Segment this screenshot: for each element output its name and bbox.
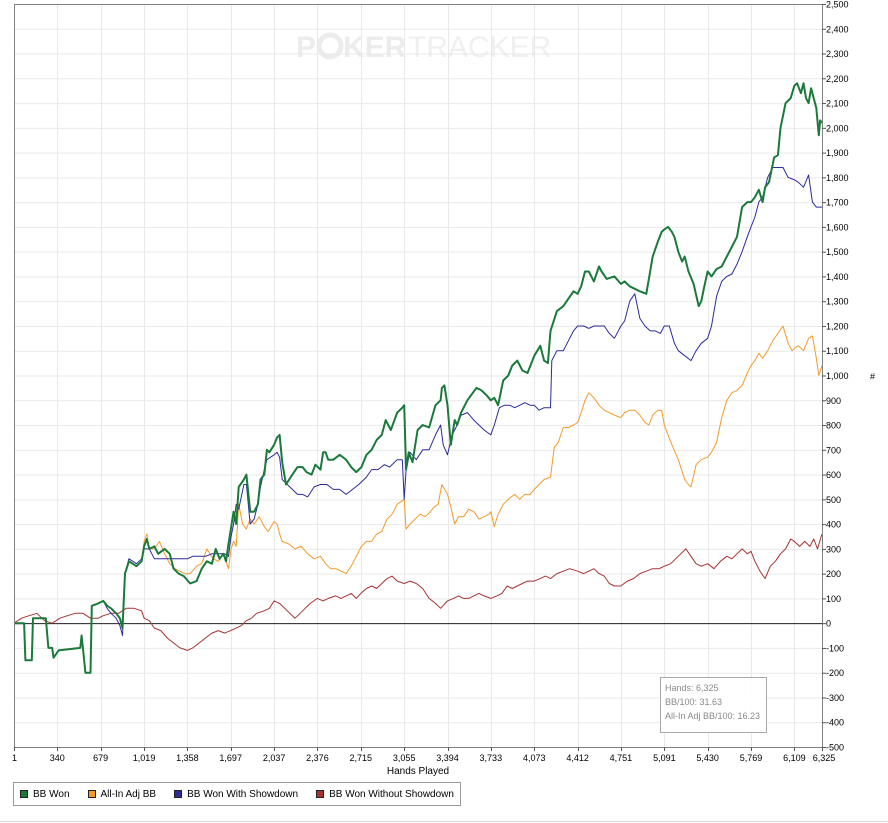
x-tick-label: 5,769	[740, 753, 763, 763]
y-tick-label: 500	[826, 495, 841, 505]
axes: -500 -400 -300 -200 -100 0 100 200 300 400 500 600 7…	[12, 0, 849, 763]
y-tick-label: 2,100	[826, 99, 849, 109]
bottom-divider	[0, 821, 888, 822]
x-tick-label: 340	[50, 753, 65, 763]
x-tick-label: 6,325	[813, 753, 836, 763]
y-tick-label: 2,200	[826, 74, 849, 84]
y-tick-label: -300	[826, 693, 844, 703]
x-tick-label: 2,376	[306, 753, 329, 763]
legend-item: BB Won With Showdown	[174, 789, 298, 800]
legend-label: BB Won Without Showdown	[329, 788, 454, 800]
y-tick-label: 1,200	[826, 321, 849, 331]
watermark-chip-icon	[316, 32, 344, 60]
legend-swatch	[20, 790, 28, 798]
x-tick-label: 2,715	[349, 753, 372, 763]
y-tick-label: 2,400	[826, 24, 849, 34]
legend-label: BB Won	[33, 788, 70, 800]
x-tick-label: 3,733	[480, 753, 503, 763]
series-line-1	[14, 82, 823, 674]
stats-bb-per-100: BB/100: 31.63	[665, 697, 723, 707]
stats-box: Hands: 6,325 BB/100: 31.63 All-In Adj BB…	[660, 677, 767, 733]
x-tick-label: 5,430	[696, 753, 719, 763]
x-tick-label: 2,037	[263, 753, 286, 763]
y-tick-label: 1,700	[826, 198, 849, 208]
y-tick-label: 1,100	[826, 346, 849, 356]
legend-swatch	[174, 790, 183, 798]
y-tick-label: 1,900	[826, 148, 849, 158]
y-tick-label: 0	[826, 619, 831, 629]
x-tick-label: 1,358	[176, 753, 199, 763]
y-tick-label: 1,300	[826, 297, 849, 307]
legend-swatch	[87, 790, 96, 798]
legend-item: All-In Adj BB	[87, 788, 157, 800]
stats-hands: Hands: 6,325	[665, 683, 719, 693]
x-axis-label: Hands Played	[387, 766, 449, 777]
watermark-text-p: P	[296, 31, 316, 64]
legend-item: BB Won Without Showdown	[316, 789, 454, 800]
watermark-text-ker: KER	[343, 31, 407, 64]
x-tick-label: 679	[93, 753, 108, 763]
x-tick-label: 1	[12, 753, 17, 763]
y-tick-label: 900	[826, 396, 841, 406]
stats-allin-bb-per-100: All-In Adj BB/100: 16.23	[665, 711, 761, 721]
y-tick-label: 600	[826, 470, 841, 480]
y-tick-label: 700	[826, 445, 841, 455]
y-tick-label: 300	[826, 544, 841, 554]
y-tick-label: -200	[826, 668, 844, 678]
watermark: P KER TRACKER	[296, 31, 551, 64]
legend: BB Won All-In Adj BB BB Won With Showdown B…	[13, 782, 461, 806]
x-tick-label: 3,394	[436, 753, 459, 763]
grid	[14, 4, 823, 748]
y-tick-label: 1,500	[826, 247, 849, 257]
legend-item: BB Won	[20, 789, 70, 800]
y-tick-label: 1,600	[826, 222, 849, 232]
y-tick-label: 800	[826, 421, 841, 431]
x-tick-label: 3,055	[393, 753, 416, 763]
y-axis-unit-label: #	[870, 372, 875, 382]
x-tick-label: 1,697	[219, 753, 242, 763]
y-tick-label: -400	[826, 718, 844, 728]
y-tick-label: 200	[826, 569, 841, 579]
legend-label: BB Won With Showdown	[187, 788, 299, 800]
y-tick-label: 1,400	[826, 272, 849, 282]
y-tick-label: 2,000	[826, 123, 849, 133]
y-tick-label: 100	[826, 594, 841, 604]
series-line-3	[14, 167, 822, 674]
legend-label: All-In Adj BB	[100, 788, 157, 800]
series-group	[13, 82, 823, 674]
y-tick-label: -500	[826, 743, 844, 753]
y-tick-label: -100	[826, 643, 844, 653]
series-line-4	[13, 533, 823, 651]
y-tick-label: 1,000	[826, 371, 849, 381]
y-tick-label: 1,800	[826, 173, 849, 183]
x-tick-label: 5,091	[653, 753, 676, 763]
y-tick-label: 2,500	[826, 0, 849, 10]
y-tick-label: 400	[826, 520, 841, 530]
watermark-text-tracker: TRACKER	[408, 31, 551, 64]
x-tick-label: 6,109	[783, 753, 806, 763]
x-tick-label: 4,073	[523, 753, 546, 763]
y-tick-label: 2,300	[826, 49, 849, 59]
x-tick-label: 1,019	[133, 753, 156, 763]
x-tick-label: 4,751	[610, 753, 633, 763]
x-tick-label: 4,412	[566, 753, 589, 763]
legend-swatch	[316, 790, 325, 798]
